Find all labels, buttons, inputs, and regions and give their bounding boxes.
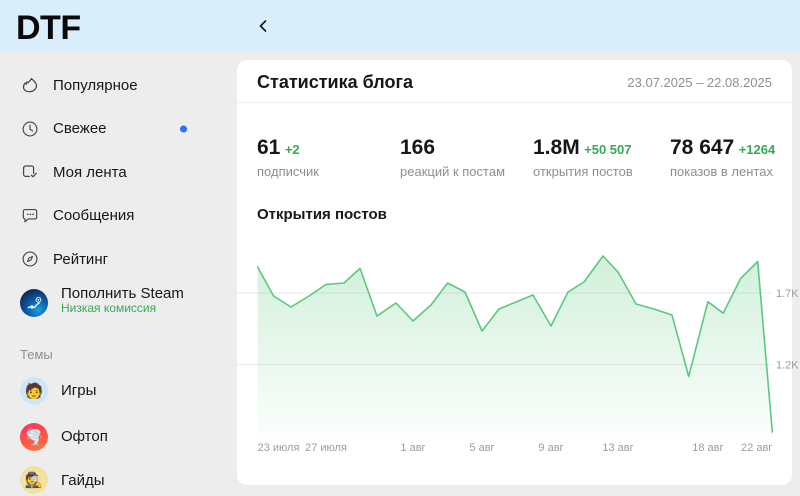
svg-text:1.7K: 1.7K [776,288,799,300]
svg-text:1.2K: 1.2K [776,360,799,372]
